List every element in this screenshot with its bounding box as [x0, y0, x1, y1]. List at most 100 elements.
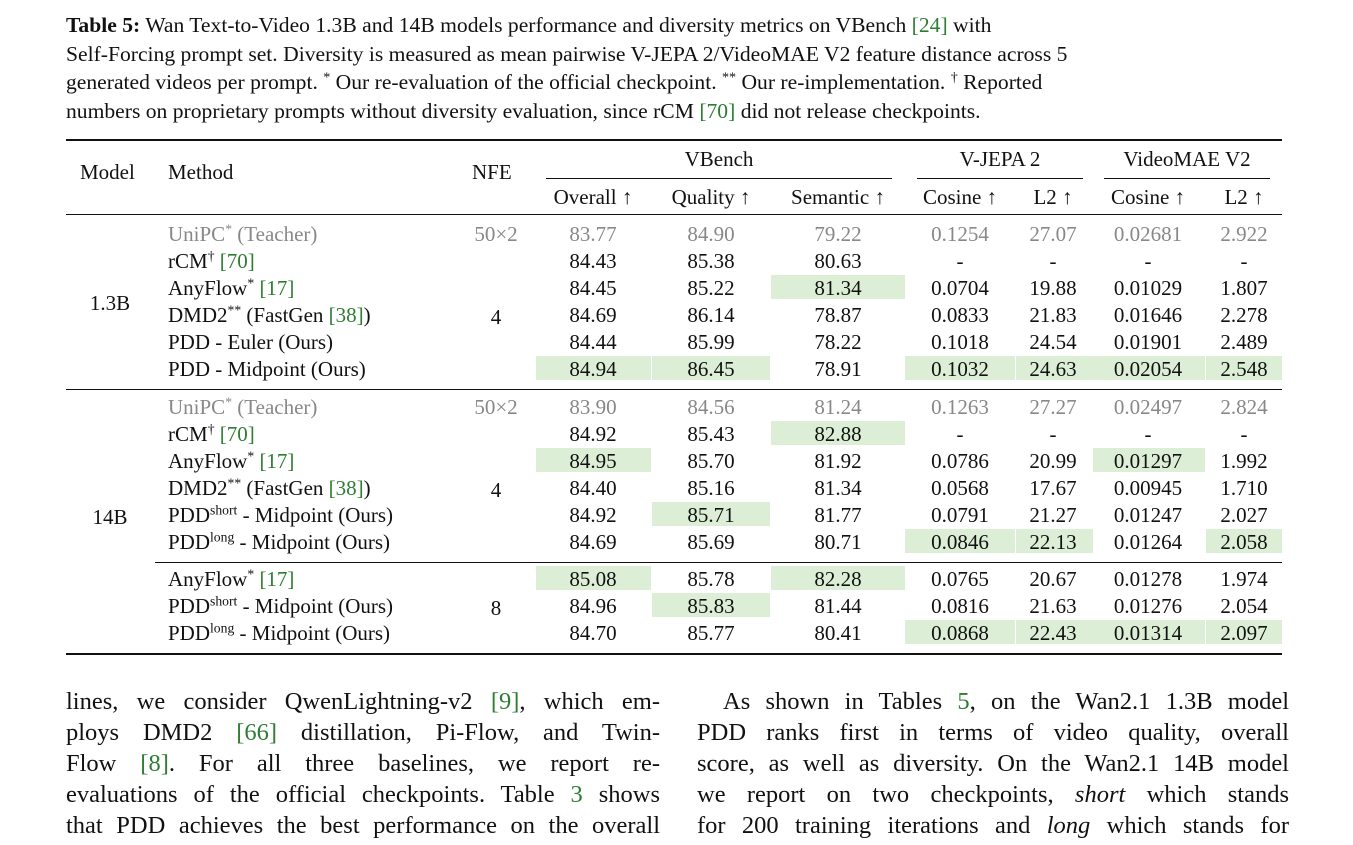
nfe-cell: 50×2: [474, 222, 518, 246]
cell-cosine-videomae: 0.01247: [1113, 503, 1183, 527]
citation-link[interactable]: [70]: [699, 98, 736, 123]
table-reference-link[interactable]: 3: [570, 781, 583, 808]
cell-l2-vjepa: 19.88: [1029, 276, 1077, 300]
highlight-cell: [1093, 356, 1205, 380]
cell-semantic: 80.41: [814, 621, 862, 645]
citation-link[interactable]: [38]: [328, 303, 364, 327]
method-name: PDD - Euler (Ours): [168, 330, 334, 354]
cell-cosine-vjepa: 0.1263: [931, 395, 989, 419]
cell-quality: 85.99: [687, 330, 735, 354]
cell-quality: 85.69: [687, 530, 735, 554]
highlight-cell: [652, 593, 770, 617]
cell-overall: 83.77: [569, 222, 617, 246]
method-name: AnyFlow: [168, 567, 248, 591]
nfe-cell: 50×2: [474, 395, 518, 419]
cell-overall: 84.44: [569, 330, 617, 354]
method-suffix: - Midpoint (Ours): [237, 594, 394, 618]
method-cell: rCM† [70]: [168, 249, 255, 273]
cell-cosine-vjepa: 0.0846: [931, 530, 989, 554]
cell-cosine-videomae: 0.01278: [1113, 567, 1183, 591]
table-caption: Table 5: Wan Text-to-Video 1.3B and 14B …: [66, 13, 1068, 123]
header-cosine-videomae: Cosine ↑: [1110, 185, 1186, 209]
cell-semantic: 79.22: [814, 222, 862, 246]
method-name: PDD: [168, 530, 211, 554]
method-superscript: *: [247, 448, 255, 464]
method-name: PDD - Midpoint (Ours): [168, 357, 366, 381]
method-cell: UniPC* (Teacher): [168, 395, 317, 419]
method-suffix: ): [363, 476, 371, 500]
highlight-cell: [905, 620, 1015, 644]
method-superscript: long: [210, 529, 235, 545]
method-cell: PDDshort - Midpoint (Ours): [168, 594, 393, 618]
cell-l2-vjepa: 27.27: [1029, 395, 1077, 419]
citation-link[interactable]: [17]: [259, 567, 295, 591]
header-vbench: VBench: [684, 147, 754, 171]
method-cell: rCM† [70]: [168, 422, 255, 446]
highlight-cell: [771, 275, 905, 299]
highlight-cell: [1016, 620, 1093, 644]
citation-link[interactable]: [70]: [219, 422, 255, 446]
header-l2-videomae: L2 ↑: [1224, 185, 1264, 209]
method-superscript: *: [247, 275, 255, 291]
cell-overall: 84.92: [569, 503, 617, 527]
cell-l2-vjepa: 20.67: [1029, 567, 1077, 591]
method-superscript: short: [210, 502, 238, 518]
group-model-14b: 14B: [92, 505, 128, 529]
highlight-cell: [905, 529, 1015, 553]
cell-l2-vjepa: 20.99: [1029, 449, 1077, 473]
highlight-cell: [536, 448, 651, 472]
method-cell: DMD2** (FastGen [38]): [168, 476, 371, 500]
citation-link[interactable]: [17]: [259, 276, 295, 300]
cell-cosine-vjepa: -: [956, 422, 964, 446]
citation-link[interactable]: [17]: [259, 449, 295, 473]
cell-l2-videomae: 1.974: [1220, 567, 1268, 591]
citation-link[interactable]: [70]: [219, 249, 255, 273]
method-name: PDD: [168, 503, 211, 527]
group-separator-rule: [66, 389, 1282, 390]
cell-cosine-vjepa: 0.0791: [931, 503, 989, 527]
cell-semantic: 80.71: [814, 530, 862, 554]
highlight-cell: [1206, 529, 1282, 553]
table-reference-link[interactable]: 5: [957, 688, 970, 715]
cell-semantic: 78.22: [814, 330, 862, 354]
method-name: DMD2: [168, 303, 228, 327]
cell-quality: 84.56: [687, 395, 735, 419]
cell-l2-vjepa: 24.63: [1029, 357, 1077, 381]
citation-link[interactable]: [66]: [236, 719, 278, 746]
method-cell: PDD - Euler (Ours): [168, 330, 333, 354]
method-cell: DMD2** (FastGen [38]): [168, 303, 371, 327]
header-quality: Quality ↑: [671, 185, 751, 209]
cell-quality: 85.77: [687, 621, 735, 645]
method-suffix: - Midpoint (Ours): [237, 503, 394, 527]
table-top-rule: [66, 139, 1282, 141]
highlight-cell: [905, 356, 1015, 380]
cell-l2-vjepa: 24.54: [1029, 330, 1077, 354]
cell-l2-vjepa: 17.67: [1029, 476, 1077, 500]
highlight-cell: [1016, 356, 1093, 380]
cell-semantic: 81.34: [814, 476, 862, 500]
method-superscript: *: [225, 221, 233, 237]
cell-cosine-videomae: 0.01264: [1113, 530, 1183, 554]
cell-l2-videomae: -: [1240, 422, 1248, 446]
cell-semantic: 78.87: [814, 303, 862, 327]
cell-overall: 84.70: [569, 621, 617, 645]
cell-semantic: 81.34: [814, 276, 862, 300]
highlight-cell: [771, 421, 905, 445]
citation-link[interactable]: [38]: [328, 476, 364, 500]
subgroup-rule: [155, 562, 1282, 563]
cell-l2-vjepa: 22.13: [1029, 530, 1077, 554]
cell-l2-videomae: 1.992: [1220, 449, 1268, 473]
method-name: PDD: [168, 594, 211, 618]
cell-overall: 84.92: [569, 422, 617, 446]
cell-quality: 86.14: [687, 303, 735, 327]
citation-link[interactable]: [24]: [911, 13, 948, 37]
method-superscript: **: [227, 302, 242, 318]
citation-link[interactable]: [9]: [490, 688, 520, 715]
method-name: DMD2: [168, 476, 228, 500]
videomae-cmidrule: [1104, 178, 1270, 179]
cell-cosine-vjepa: 0.0704: [931, 276, 989, 300]
cell-l2-videomae: 2.922: [1220, 222, 1268, 246]
method-superscript: **: [227, 475, 242, 491]
citation-link[interactable]: [8]: [140, 750, 169, 777]
header-nfe: NFE: [472, 160, 512, 184]
